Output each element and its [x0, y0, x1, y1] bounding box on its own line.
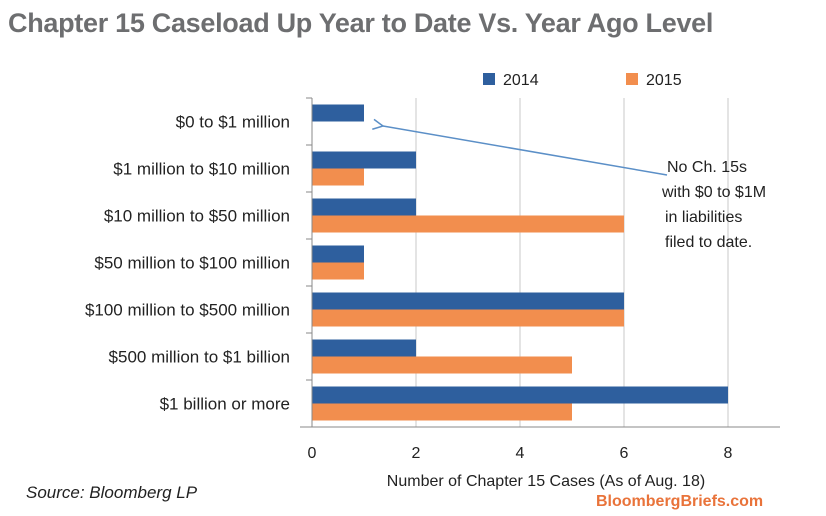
- legend-swatch-2014: [483, 73, 495, 85]
- x-tick-label: 4: [516, 445, 525, 462]
- category-label: $0 to $1 million: [176, 113, 290, 132]
- bar-2015: [312, 262, 364, 280]
- legend-label-2015: 2015: [646, 72, 682, 89]
- bar-2015: [312, 403, 572, 421]
- category-labels: $0 to $1 million $1 million to $10 millio…: [85, 113, 290, 414]
- category-label: $1 billion or more: [160, 395, 290, 414]
- bar-2014: [312, 245, 364, 263]
- legend: 2014 2015: [483, 72, 682, 89]
- x-tick-label: 6: [620, 445, 629, 462]
- bar-2014: [312, 151, 416, 169]
- source-note: Source: Bloomberg LP: [26, 483, 198, 502]
- bars: [312, 104, 728, 421]
- annotation-line: with $0 to $1M: [661, 184, 766, 201]
- category-label: $500 million to $1 billion: [109, 348, 290, 367]
- annotation-arrow: [383, 126, 668, 176]
- bar-2015: [312, 356, 572, 374]
- category-label: $1 million to $10 million: [113, 160, 290, 179]
- legend-label-2014: 2014: [503, 72, 539, 89]
- chart-title: Chapter 15 Caseload Up Year to Date Vs. …: [8, 8, 714, 38]
- brand-credit: BloombergBriefs.com: [596, 493, 764, 510]
- bar-2015: [312, 215, 624, 233]
- category-label: $10 million to $50 million: [104, 207, 290, 226]
- bar-2015: [312, 309, 624, 327]
- annotation: No Ch. 15s with $0 to $1M in liabilities…: [383, 126, 766, 251]
- category-label: $50 million to $100 million: [94, 254, 290, 273]
- bar-2014: [312, 339, 416, 357]
- axes: [300, 97, 780, 428]
- bar-2014: [312, 198, 416, 216]
- category-label: $100 million to $500 million: [85, 301, 290, 320]
- gridlines: [415, 98, 729, 427]
- legend-swatch-2015: [626, 73, 638, 85]
- tick-labels: 0 2 4 6 8: [308, 445, 733, 462]
- x-tick-label: 0: [308, 445, 317, 462]
- x-tick-label: 2: [412, 445, 421, 462]
- annotation-line: in liabilities: [665, 209, 742, 226]
- x-tick-label: 8: [724, 445, 733, 462]
- annotation-line: filed to date.: [665, 234, 752, 251]
- bar-2015: [312, 168, 364, 186]
- bar-2014: [312, 104, 364, 122]
- bar-2014: [312, 386, 728, 404]
- annotation-line: No Ch. 15s: [667, 159, 747, 176]
- bar-2014: [312, 292, 624, 310]
- x-axis-title: Number of Chapter 15 Cases (As of Aug. 1…: [387, 473, 705, 490]
